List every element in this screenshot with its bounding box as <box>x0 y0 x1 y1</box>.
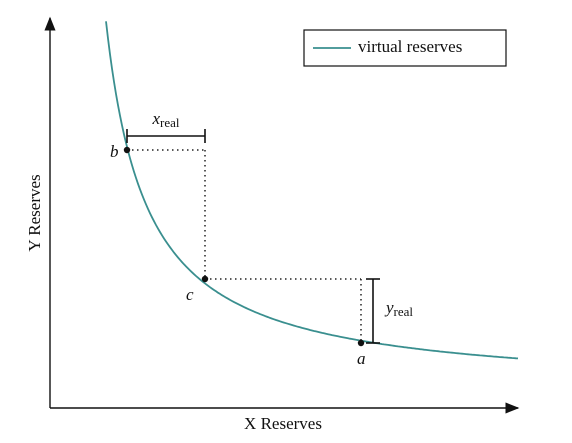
y-real-label: yreal <box>384 298 413 319</box>
subscript: real <box>160 115 180 130</box>
symbol: x <box>151 109 160 128</box>
y-real-bracket <box>366 278 380 344</box>
subscript: real <box>394 304 414 319</box>
point <box>201 275 209 283</box>
curve <box>105 21 519 360</box>
point <box>357 339 365 347</box>
x-real-label: xreal <box>151 109 179 130</box>
symbol: y <box>384 298 394 317</box>
x-axis-label: X Reserves <box>244 414 322 433</box>
point <box>123 146 131 154</box>
legend: virtual reserves <box>303 29 507 67</box>
point-label: a <box>357 349 366 368</box>
point-label: c <box>186 285 194 304</box>
y-axis-label: Y Reserves <box>25 174 44 251</box>
legend-label: virtual reserves <box>358 37 462 56</box>
point-label: b <box>110 142 119 161</box>
x-real-bracket <box>126 129 206 143</box>
